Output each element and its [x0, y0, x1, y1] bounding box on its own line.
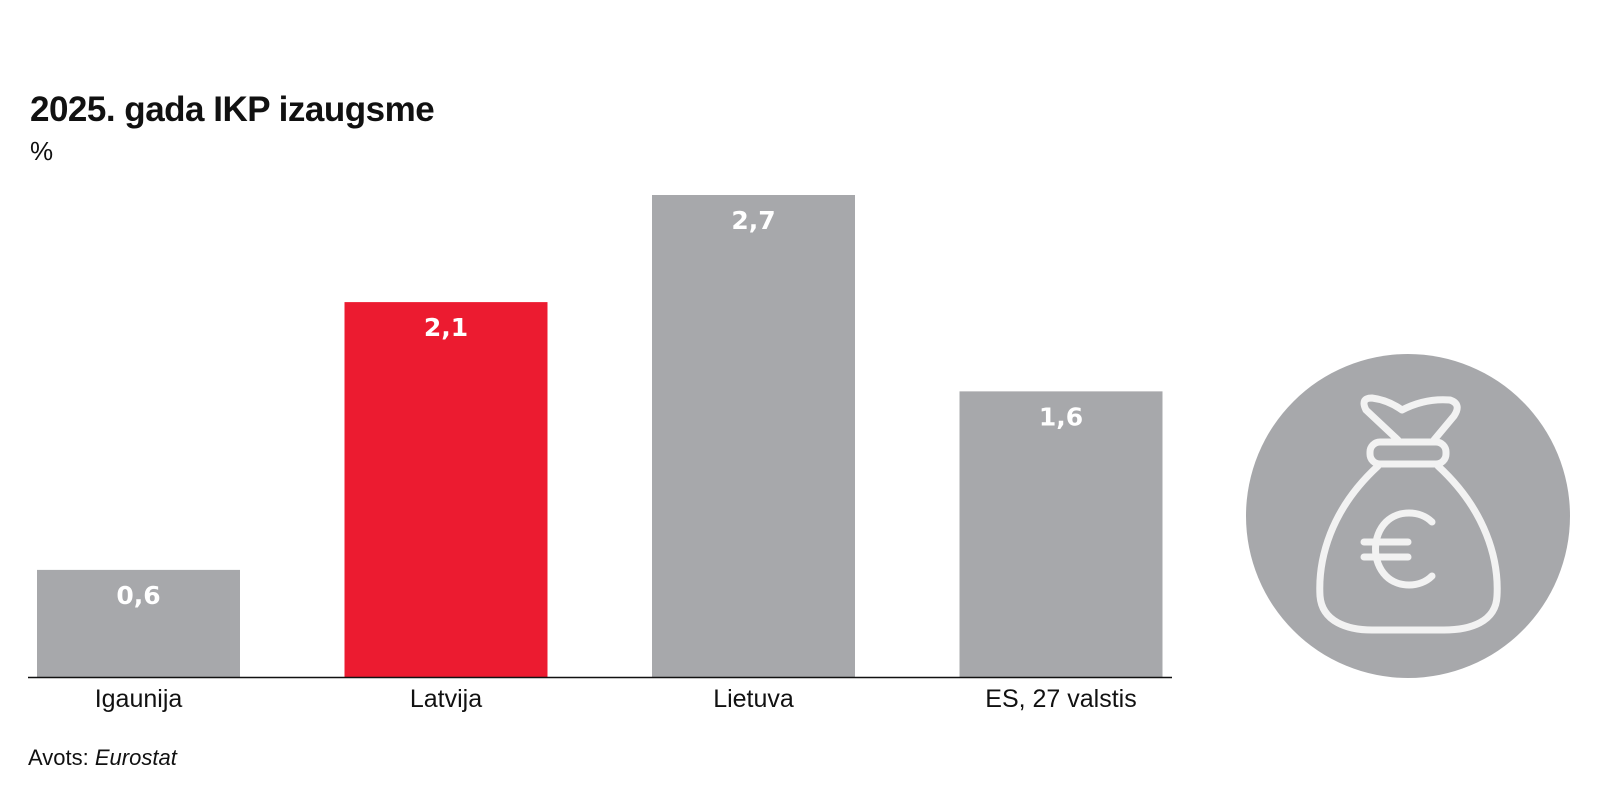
bar-lietuva — [652, 195, 855, 677]
bar-value-label: 2,1 — [424, 313, 468, 342]
bag-body — [1316, 462, 1501, 634]
bar-value-label: 2,7 — [731, 206, 775, 235]
bar-es-27-valstis — [959, 391, 1163, 677]
euro-money-bag-icon — [1246, 354, 1570, 678]
unit-label: % — [30, 136, 54, 166]
money-bag-outline — [1316, 394, 1501, 634]
bag-knot — [1360, 394, 1461, 444]
x-tick-label: Latvija — [410, 685, 482, 713]
bar-igaunija — [37, 569, 240, 677]
bar-value-label: 1,6 — [1039, 402, 1083, 431]
x-tick-label: Igaunija — [95, 685, 183, 713]
bag-tie — [1366, 438, 1450, 468]
source-prefix: Avots: — [28, 745, 89, 770]
x-tick-label: Lietuva — [713, 685, 794, 713]
bar-latvija — [344, 302, 548, 677]
bar-value-label: 0,6 — [116, 581, 160, 610]
source-name: Eurostat — [94, 745, 177, 770]
source-note: Avots: Eurostat — [28, 745, 177, 771]
chart-title: 2025. gada IKP izaugsme — [30, 90, 435, 129]
bars-group: 0,6 2,1 2,7 1,6 — [37, 195, 1163, 677]
euro-sign-arc — [1372, 509, 1436, 589]
tick-labels-group: Igaunija Latvija Lietuva ES, 27 valstis — [95, 685, 1137, 713]
x-tick-label: ES, 27 valstis — [985, 685, 1136, 713]
